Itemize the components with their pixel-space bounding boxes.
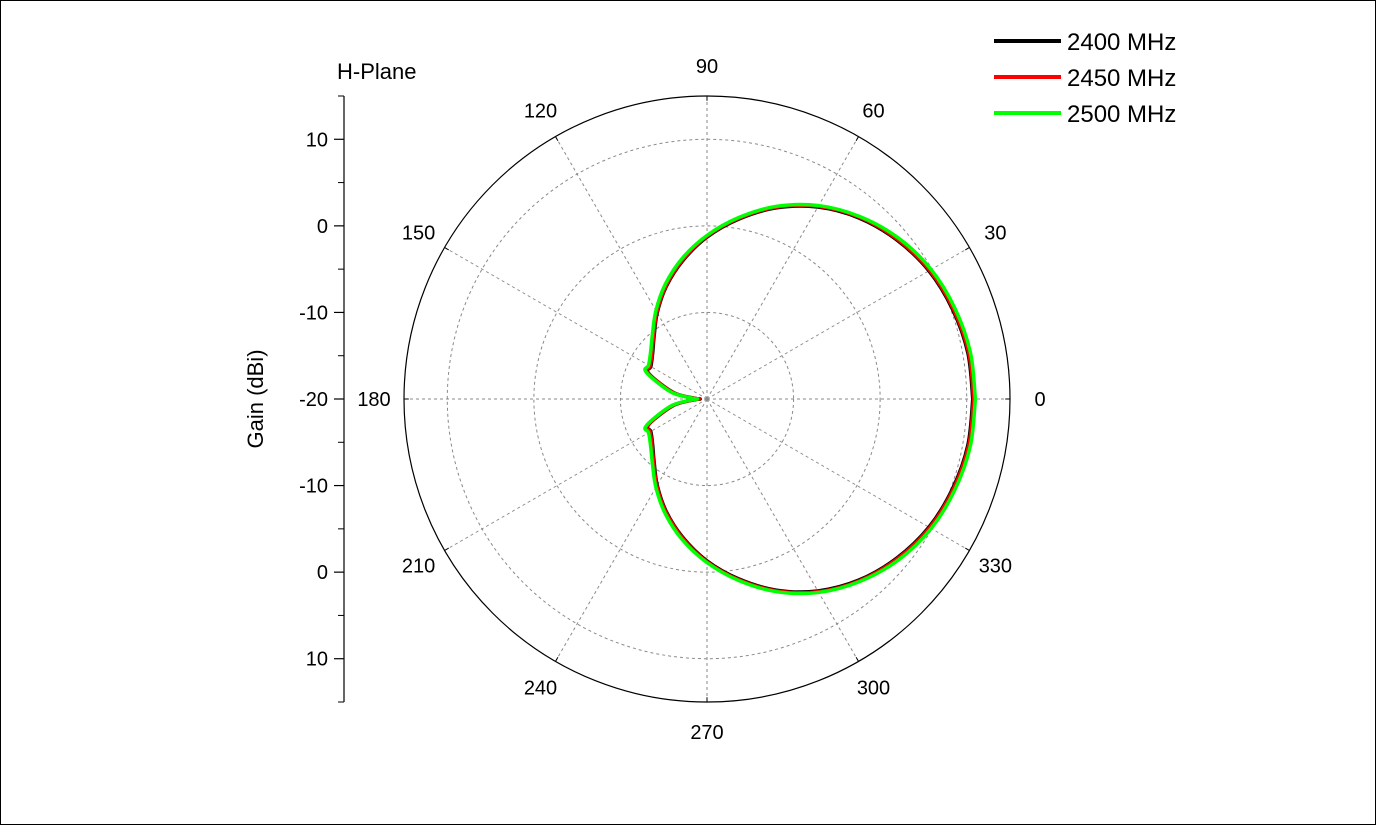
- radial-tick-label: 0: [317, 562, 328, 584]
- legend-label: 2450 MHz: [1067, 65, 1176, 92]
- angle-tick-label: 180: [357, 389, 390, 411]
- legend-label: 2500 MHz: [1067, 101, 1176, 128]
- grid-spoke: [555, 398, 708, 662]
- angle-tick-mark: [855, 136, 859, 141]
- series-line: [643, 202, 978, 596]
- angle-tick-mark: [965, 547, 970, 551]
- grid-spoke: [706, 136, 859, 400]
- y-axis-label: Gain (dBi): [243, 349, 268, 448]
- chart-title: H-Plane: [337, 59, 416, 84]
- radial-tick-label: 10: [306, 129, 328, 151]
- angle-tick-mark: [444, 247, 449, 251]
- legend-label: 2400 MHz: [1067, 29, 1176, 56]
- angle-tick-mark: [444, 547, 449, 551]
- angle-tick-label: 60: [862, 101, 884, 123]
- outer-circle: [403, 95, 1011, 703]
- angle-tick-label: 240: [524, 677, 557, 699]
- angle-tick-mark: [555, 657, 559, 662]
- radial-tick-label: -20: [299, 389, 328, 411]
- grid-spoke: [706, 398, 859, 662]
- angle-tick-label: 0: [1034, 389, 1045, 411]
- polar-grid: [403, 95, 1011, 703]
- angle-tick-label: 270: [690, 722, 723, 744]
- grid-spoke: [444, 398, 708, 551]
- angle-tick-label: 90: [696, 56, 718, 78]
- angle-tick-label: 150: [402, 223, 435, 245]
- grid-circle: [533, 225, 881, 573]
- angle-tick-mark: [965, 247, 970, 251]
- radial-tick-label: 10: [306, 649, 328, 671]
- series-lines: [643, 202, 978, 596]
- angle-tick-mark: [855, 657, 859, 662]
- legend: 2400 MHz 2450 MHz 2500 MHz: [994, 29, 1176, 128]
- grid-spoke: [706, 247, 970, 400]
- angle-tick-labels: 0 30 60 90 120 150 180 210 240 270 300 330: [357, 56, 1045, 744]
- angle-tick-label: 300: [857, 677, 890, 699]
- angle-tick-label: 330: [979, 556, 1012, 578]
- grid-spoke: [555, 136, 708, 400]
- angle-tick-mark: [555, 136, 559, 141]
- grid-spoke: [444, 247, 708, 400]
- radial-tick-label: 0: [317, 216, 328, 238]
- angle-tick-label: 210: [402, 556, 435, 578]
- radial-tick-label: -10: [299, 476, 328, 498]
- angle-tick-label: 120: [524, 101, 557, 123]
- radial-gain-axis: 10 0 -10 -20 -10 0 10: [299, 95, 345, 703]
- radial-tick-label: -10: [299, 302, 328, 324]
- angle-tick-label: 30: [984, 223, 1006, 245]
- grid-spoke: [706, 398, 970, 551]
